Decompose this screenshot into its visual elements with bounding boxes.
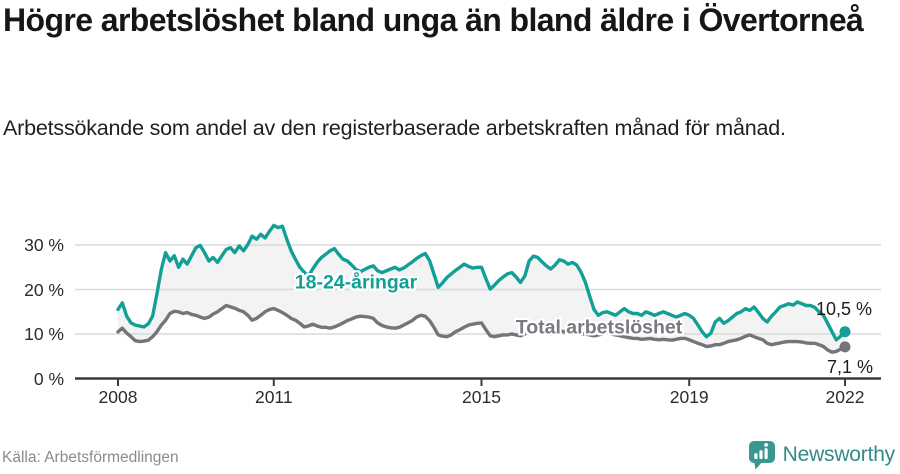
x-axis-label-2008: 2008 [98,387,138,407]
page-title: Högre arbetslöshet bland unga än bland ä… [3,2,864,38]
y-axis-label-0: 0 % [33,368,64,389]
y-axis-label-30: 30 % [24,235,64,255]
newsworthy-wordmark: Newsworthy [782,443,896,466]
source-note: Källa: Arbetsförmedlingen [2,449,179,466]
y-axis-label-10: 10 % [24,324,64,344]
total-end-value-label: 7,1 % [826,357,873,377]
newsworthy-icon [748,441,775,470]
gridlines [75,244,881,335]
newsworthy-logo[interactable]: Newsworthy [748,440,895,470]
page-subtitle: Arbetssökande som andel av den registerb… [3,116,786,140]
youth-series-label: 18-24-åringar [294,271,418,294]
total-unemployment-line [116,303,847,354]
x-axis-label-2011: 2011 [254,387,293,407]
total-series-end-dot [839,341,851,353]
y-axis-label-20: 20 % [24,279,64,300]
youth-unemployment-line [116,223,847,342]
total-series-label: Total arbetslöshet [515,316,683,339]
youth-end-value-label: 10,5 % [815,299,872,319]
youth-series-end-dot [839,326,851,338]
x-axis-label-2015: 2015 [462,387,501,407]
x-axis-label-2019: 2019 [669,387,709,407]
x-axis-label-2022: 2022 [825,387,865,407]
x-axis [75,377,881,386]
